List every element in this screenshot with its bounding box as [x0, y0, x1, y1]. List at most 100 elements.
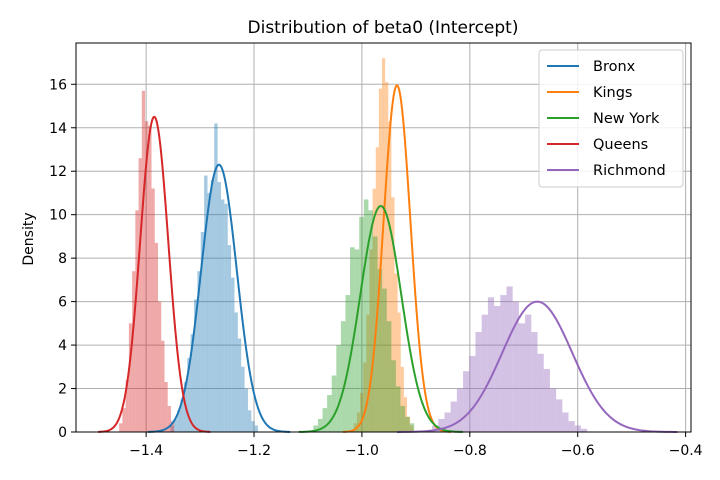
histogram-bar-richmond: [487, 297, 495, 432]
histogram-bar-new-york: [340, 321, 346, 432]
histogram-bar-new-york: [350, 247, 355, 432]
histogram-bar-new-york: [405, 416, 410, 432]
histogram-bar-new-york: [409, 423, 415, 432]
histogram-bar-kings: [403, 397, 408, 432]
histogram-bar-kings: [369, 249, 373, 432]
histogram-bar-queens: [125, 379, 129, 432]
histogram-bar-bronx: [217, 182, 221, 432]
histogram-bar-bronx: [173, 418, 178, 432]
y-tick-label: 8: [58, 251, 67, 267]
histogram-bar-kings: [391, 197, 395, 432]
histogram-bar-new-york: [354, 249, 360, 432]
histogram-bar-kings: [407, 416, 411, 432]
histogram-bar-bronx: [227, 245, 232, 432]
histogram-bar-queens: [151, 188, 155, 432]
histogram-bar-richmond: [463, 371, 470, 432]
legend: Bronx Kings New York Queens Richmond: [538, 49, 684, 188]
histogram-bar-bronx: [187, 358, 191, 432]
histogram-bar-richmond: [512, 301, 519, 432]
histogram-bar-queens: [141, 90, 146, 432]
histogram-bar-bronx: [237, 338, 242, 432]
y-tick-label: 6: [58, 295, 67, 311]
histogram-bar-richmond: [494, 305, 501, 432]
histogram-bar-new-york: [391, 360, 396, 432]
y-tick-label: 10: [49, 208, 67, 224]
grid-lines: [76, 43, 691, 433]
histogram-bar-bronx: [180, 399, 184, 432]
histogram-bar-new-york: [395, 386, 401, 432]
plot-frame: [75, 42, 692, 433]
y-tick-label: 2: [58, 382, 67, 398]
x-tick-label: −0.8: [453, 443, 487, 459]
histogram-bar-bronx: [204, 175, 208, 432]
histogram-bar-bronx: [207, 192, 211, 432]
histogram-bar-richmond: [456, 388, 464, 432]
histogram-bar-kings: [375, 147, 379, 432]
histogram-bar-queens: [167, 405, 171, 432]
histogram-bar-bronx: [231, 277, 235, 432]
histogram-bar-bronx: [234, 312, 238, 432]
histogram-bar-richmond: [574, 425, 581, 432]
x-tick-label: −0.4: [669, 443, 703, 459]
histogram-bar-richmond: [518, 323, 526, 432]
histogram-bar-queens: [148, 125, 152, 433]
histogram-bar-bronx: [244, 388, 248, 432]
histogram-bar-queens: [119, 423, 123, 432]
histogram-bar-richmond: [450, 401, 457, 432]
histogram-bar-kings: [353, 423, 357, 432]
histogram-bar-richmond: [475, 332, 482, 432]
kde-line-queens: [98, 115, 211, 433]
histogram-bar-new-york: [400, 405, 406, 432]
histogram-bar-new-york: [336, 345, 341, 432]
histogram-bar-new-york: [386, 321, 392, 432]
x-tick-label: −1.0: [345, 443, 379, 459]
kde-lines: [98, 84, 678, 433]
histogram-bar-new-york: [327, 395, 332, 432]
histogram-bar-bronx: [220, 199, 225, 432]
histogram-bar-queens: [132, 271, 136, 432]
histogram-bar-bronx: [194, 299, 198, 432]
histogram-bar-queens: [145, 121, 149, 433]
histogram-bar-richmond: [568, 421, 575, 432]
histogram-bar-kings: [394, 273, 398, 432]
histogram-bar-kings: [356, 412, 361, 432]
histogram-bar-bronx: [254, 425, 259, 432]
y-tick-label: 12: [49, 164, 67, 180]
histogram-bar-kings: [366, 314, 370, 432]
histogram-bar-queens: [161, 340, 165, 432]
histogram-bar-richmond: [525, 314, 532, 432]
histogram-bar-new-york: [317, 418, 323, 432]
histogram-bar-richmond: [481, 314, 488, 432]
kde-line-richmond: [396, 300, 678, 433]
histogram-bar-new-york: [363, 199, 369, 432]
y-tick-label: 14: [49, 121, 67, 137]
histogram-bar-queens: [164, 382, 168, 432]
kde-line-new-york: [298, 204, 463, 433]
legend-label: Richmond: [593, 163, 666, 179]
y-axis-label: Density: [21, 212, 37, 265]
histogram-bar-kings: [400, 366, 404, 432]
x-tick-label: −1.4: [129, 443, 163, 459]
histogram-bar-bronx: [210, 179, 215, 432]
histogram-bar-new-york: [359, 216, 364, 432]
axes: [75, 42, 692, 433]
histogram-bar-richmond: [432, 425, 439, 432]
x-tick-label: −1.2: [237, 443, 271, 459]
histogram-bar-bronx: [170, 425, 174, 432]
histogram-bar-new-york: [345, 295, 351, 432]
histogram-bar-bronx: [241, 366, 245, 432]
histogram-bar-queens: [154, 242, 158, 432]
legend-label: Bronx: [593, 59, 636, 75]
histogram-bar-kings: [372, 188, 376, 432]
histogram-bar-richmond: [543, 368, 550, 432]
histogram-bar-kings: [385, 82, 389, 433]
histogram-bar-new-york: [313, 425, 318, 432]
y-tick-label: 0: [58, 425, 67, 441]
histogram-bar-kings: [388, 121, 392, 433]
histogram-bar-new-york: [382, 288, 387, 432]
histogram-bar-richmond: [444, 412, 451, 432]
histogram-bar-bronx: [247, 410, 252, 432]
histogram-bar-richmond: [556, 399, 563, 432]
x-tick-label: −0.6: [561, 443, 595, 459]
